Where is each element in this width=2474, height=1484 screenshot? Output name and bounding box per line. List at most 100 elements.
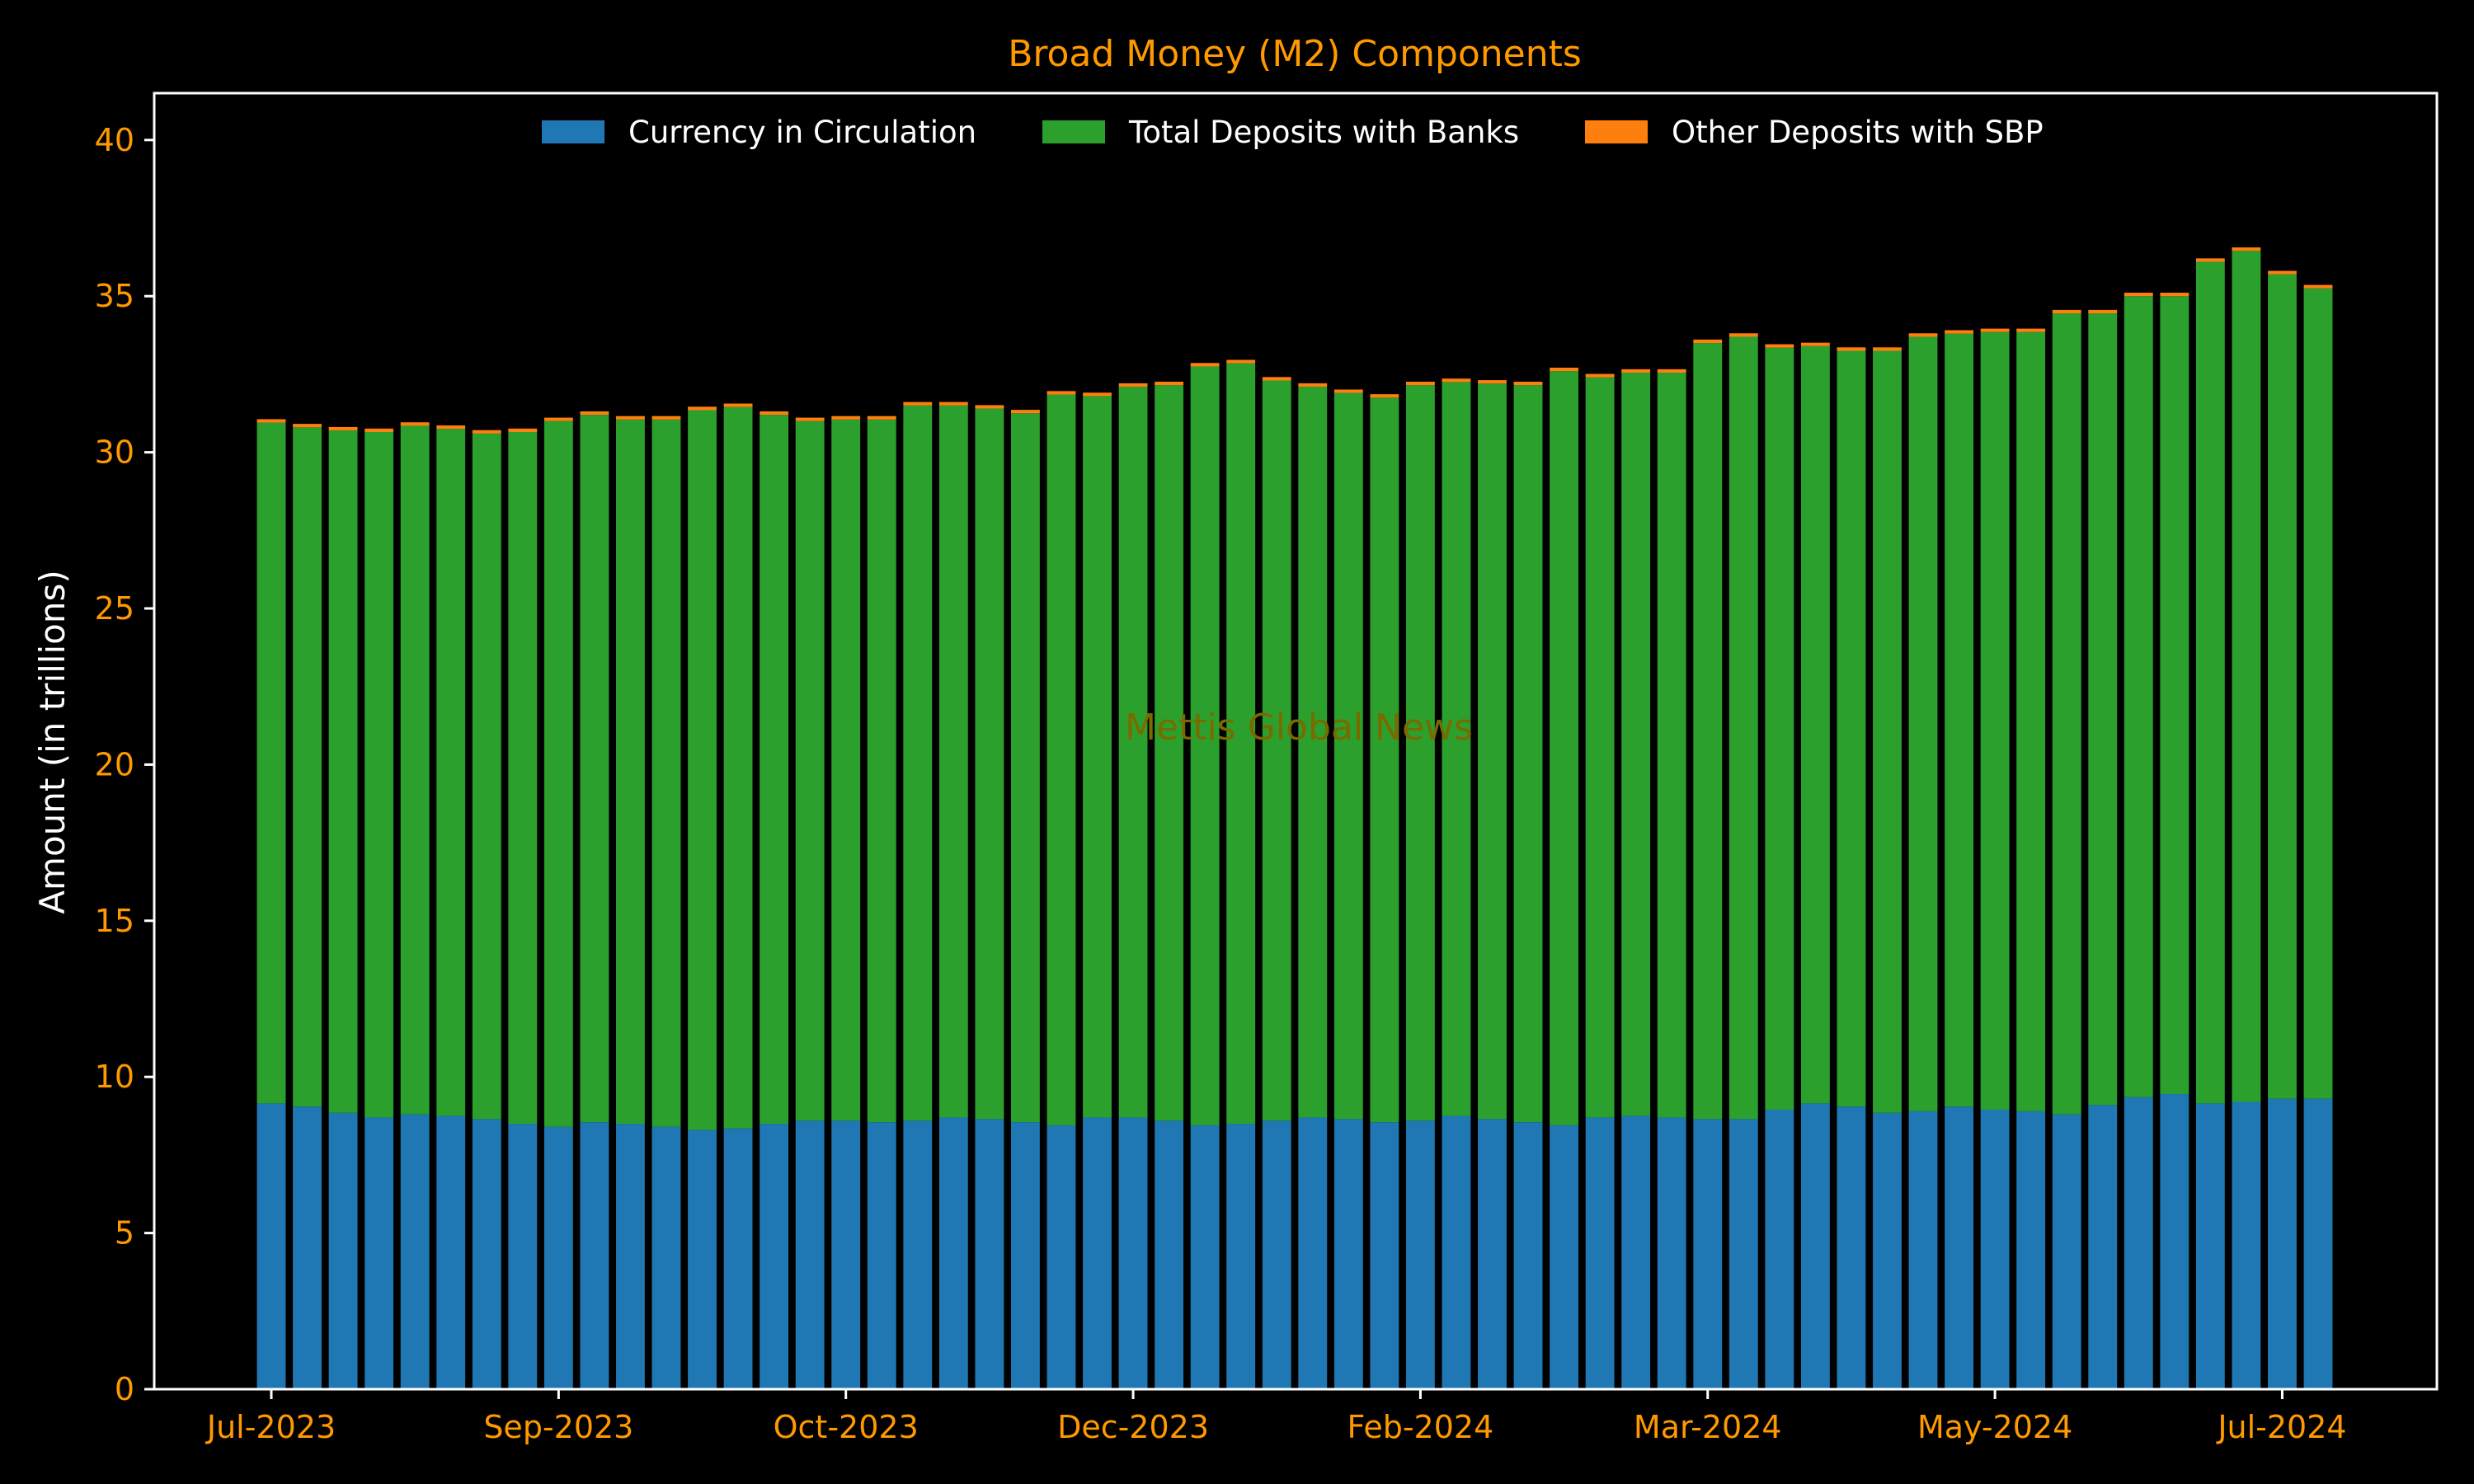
bar-series2-51	[2088, 309, 2118, 314]
bar-series0-28	[1262, 1120, 1291, 1389]
bar-series0-12	[688, 1129, 717, 1389]
bar-series2-24	[1118, 383, 1148, 387]
bar-series1-6	[472, 433, 501, 1120]
bar-series2-10	[616, 416, 645, 420]
bar-series0-40	[1693, 1119, 1723, 1389]
bar-series1-0	[256, 422, 286, 1104]
bar-series1-57	[2303, 288, 2333, 1099]
bar-series1-33	[1442, 382, 1471, 1116]
bar-series0-27	[1226, 1124, 1256, 1389]
x-axis: Jul-2023 Sep-2023 Oct-2023 Dec-2023 Feb-2024…	[205, 1389, 2347, 1445]
bar-series1-17	[867, 419, 896, 1123]
bar-series0-26	[1190, 1125, 1220, 1389]
bar-series2-12	[688, 406, 717, 411]
x-tick-label-5: Mar-2024	[1634, 1409, 1782, 1445]
bar-series0-3	[365, 1117, 394, 1389]
legend-swatch-2	[1585, 120, 1648, 143]
bar-series1-7	[508, 431, 538, 1125]
bar-series1-56	[2268, 274, 2297, 1099]
y-tick-label-6: 30	[95, 434, 134, 471]
bar-series1-4	[400, 425, 430, 1115]
bar-series1-29	[1298, 387, 1328, 1118]
bar-series1-53	[2160, 296, 2189, 1095]
bar-series1-49	[2016, 331, 2046, 1111]
bar-series2-39	[1657, 369, 1686, 373]
bar-series0-48	[1980, 1109, 2010, 1389]
bar-series1-21	[1011, 413, 1040, 1123]
bar-series2-27	[1226, 359, 1256, 364]
bar-series1-34	[1478, 383, 1507, 1120]
bar-series2-35	[1513, 382, 1543, 386]
bar-series2-32	[1405, 382, 1435, 386]
bar-series1-22	[1047, 394, 1076, 1125]
bar-series2-42	[1765, 344, 1794, 348]
bar-series1-51	[2088, 313, 2118, 1106]
bar-series0-9	[580, 1122, 609, 1389]
bar-series2-20	[975, 405, 1004, 409]
bar-series0-39	[1657, 1117, 1686, 1389]
bar-series2-47	[1945, 330, 1973, 334]
bar-series2-40	[1693, 339, 1723, 344]
bar-series0-21	[1011, 1122, 1040, 1389]
bar-series1-46	[1908, 336, 1938, 1111]
bar-series2-31	[1370, 394, 1399, 398]
bar-series0-46	[1908, 1111, 1938, 1389]
bar-series2-41	[1729, 333, 1758, 337]
bar-series0-57	[2303, 1098, 2333, 1389]
bar-series0-44	[1837, 1106, 1866, 1389]
bar-series2-6	[472, 430, 501, 434]
x-tick-label-0: Jul-2023	[205, 1409, 336, 1445]
bar-series1-10	[616, 419, 645, 1125]
y-tick-label-3: 15	[95, 903, 134, 939]
bar-series2-29	[1298, 383, 1328, 387]
y-tick-label-8: 40	[95, 122, 134, 158]
bar-series0-30	[1333, 1119, 1363, 1389]
y-axis: 0 5 10 15 20 25 30 35 40	[95, 122, 154, 1407]
bar-series0-23	[1083, 1117, 1112, 1389]
x-tick-label-7: Jul-2024	[2216, 1409, 2346, 1445]
legend-swatch-1	[1042, 120, 1105, 143]
bar-series0-0	[256, 1103, 286, 1389]
bar-series0-43	[1800, 1103, 1830, 1389]
legend-swatch-0	[542, 120, 604, 143]
bar-series0-38	[1621, 1115, 1651, 1389]
x-tick-label-4: Feb-2024	[1348, 1409, 1494, 1445]
bar-series1-25	[1155, 385, 1184, 1121]
bar-series1-40	[1693, 343, 1723, 1120]
bar-series0-20	[975, 1119, 1004, 1389]
bar-series0-50	[2052, 1114, 2081, 1389]
bar-series2-52	[2124, 293, 2153, 297]
bar-series2-4	[400, 422, 430, 426]
bar-series2-56	[2268, 270, 2297, 275]
bar-series2-21	[1011, 410, 1040, 414]
bar-series2-50	[2052, 309, 2081, 314]
bar-series0-37	[1585, 1117, 1615, 1389]
bar-series0-14	[760, 1124, 789, 1389]
bar-series1-36	[1550, 371, 1578, 1125]
bar-series1-18	[903, 405, 933, 1121]
y-tick-label-4: 20	[95, 746, 134, 782]
bar-series2-36	[1550, 367, 1578, 372]
bar-series1-3	[365, 431, 394, 1118]
bar-series0-25	[1155, 1120, 1184, 1389]
bar-series1-43	[1800, 345, 1830, 1104]
y-tick-label-0: 0	[115, 1371, 134, 1407]
bar-series2-1	[293, 424, 322, 428]
bar-series1-41	[1729, 336, 1758, 1120]
bar-series0-52	[2124, 1097, 2153, 1389]
bar-series0-17	[867, 1122, 896, 1389]
bar-series0-2	[328, 1112, 358, 1389]
bar-series0-56	[2268, 1098, 2297, 1389]
bar-series2-44	[1837, 347, 1866, 351]
chart-title: Broad Money (M2) Components	[1008, 33, 1582, 75]
bar-series2-17	[867, 416, 896, 420]
bar-series2-46	[1908, 333, 1938, 337]
bar-series0-54	[2195, 1103, 2225, 1389]
bar-series2-26	[1190, 363, 1220, 367]
bar-series1-31	[1370, 397, 1399, 1123]
bar-series1-23	[1083, 396, 1112, 1118]
bar-series0-15	[795, 1120, 825, 1389]
bar-series2-5	[436, 425, 466, 430]
bar-series2-13	[723, 403, 753, 407]
